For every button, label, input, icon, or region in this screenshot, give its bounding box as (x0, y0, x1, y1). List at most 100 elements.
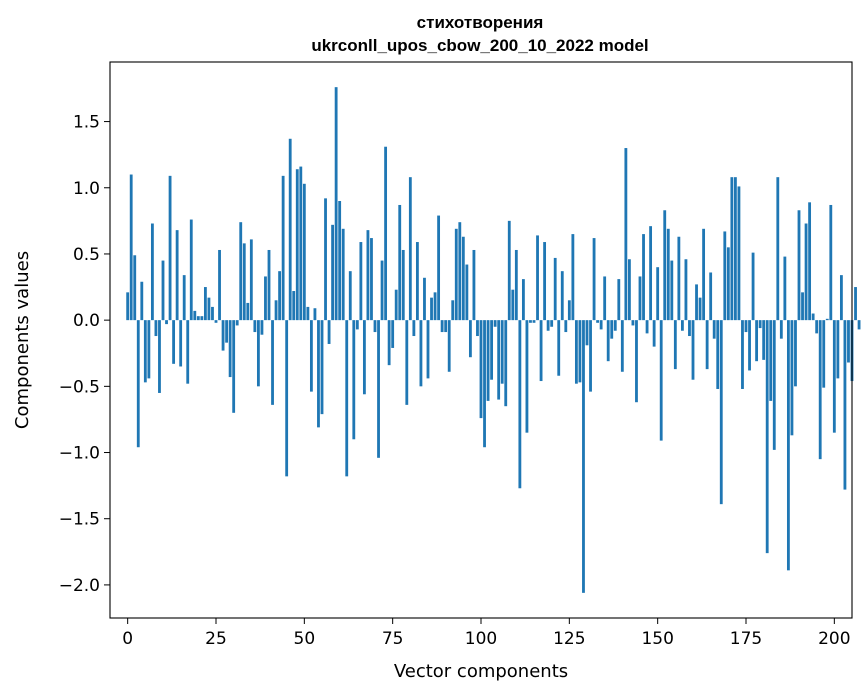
bar (723, 231, 727, 321)
bar (815, 320, 819, 334)
bar (479, 320, 483, 419)
bar (829, 204, 833, 321)
bar (239, 222, 243, 321)
bar (419, 320, 423, 387)
bar (211, 306, 214, 321)
bar (836, 320, 840, 379)
x-tick-label: 25 (205, 629, 227, 649)
bar (543, 242, 547, 321)
x-tick-label: 75 (382, 629, 404, 649)
y-axis-ticks: −2.0 −1.5 −1.0 −0.5 0.0 0.5 1.0 1.5 (59, 113, 110, 596)
bar (822, 320, 826, 388)
bar (638, 276, 642, 321)
bar (652, 320, 656, 347)
y-tick-label: −0.5 (59, 377, 100, 397)
bar (624, 148, 628, 321)
bar (426, 320, 430, 379)
bar (733, 177, 737, 321)
bar (182, 275, 186, 321)
bar (490, 320, 494, 380)
bar (246, 302, 250, 321)
bar (486, 320, 490, 401)
bar (673, 320, 677, 370)
bar (546, 320, 550, 331)
bar (645, 320, 649, 334)
bar (578, 320, 582, 383)
bar (281, 175, 285, 321)
bar (656, 267, 660, 321)
bar (150, 223, 154, 321)
chart-subtitle: ukrconll_upos_cbow_200_10_2022 model (311, 36, 648, 55)
bar (532, 320, 536, 323)
bar (341, 228, 345, 321)
bar (302, 183, 306, 321)
bar (716, 320, 720, 389)
bar (504, 320, 508, 407)
bar (564, 320, 568, 333)
bar (606, 320, 610, 362)
bar (755, 320, 759, 362)
bar (786, 320, 790, 571)
bar (514, 249, 518, 321)
bar (129, 174, 133, 321)
bar (172, 320, 176, 364)
x-tick-label: 125 (553, 629, 585, 649)
bar (366, 230, 370, 321)
bar (292, 291, 296, 321)
bar (726, 247, 730, 321)
bar (203, 287, 207, 321)
bar (338, 201, 342, 321)
bar (769, 320, 773, 401)
bar (437, 215, 441, 321)
bar (200, 316, 204, 321)
bar (627, 259, 631, 321)
bar (143, 320, 147, 383)
bar (228, 320, 232, 378)
bar (518, 320, 522, 489)
bar (666, 228, 670, 321)
bar (574, 320, 578, 384)
bar (232, 320, 236, 413)
bar (175, 230, 179, 321)
bar (599, 320, 603, 330)
bar (242, 243, 246, 321)
bar (278, 271, 282, 321)
y-tick-label: 0.0 (73, 311, 100, 331)
bar (751, 252, 755, 321)
bar (444, 320, 448, 333)
bar (355, 320, 359, 330)
bar (331, 224, 335, 321)
bar (451, 300, 455, 321)
bar (235, 320, 239, 326)
bar (345, 320, 349, 477)
bar (684, 259, 688, 321)
bar (440, 320, 444, 333)
bar (659, 320, 663, 441)
bar (447, 320, 451, 372)
bar (285, 320, 289, 477)
bar (133, 255, 137, 321)
bar (776, 177, 780, 321)
x-tick-label: 50 (294, 629, 316, 649)
bar (670, 260, 674, 321)
x-axis-ticks: 0 25 50 75 100 125 150 175 200 (122, 618, 851, 649)
bar (857, 320, 861, 330)
bar (412, 320, 416, 337)
bar (642, 234, 645, 321)
bar (832, 320, 836, 433)
bar (688, 320, 691, 337)
bar (529, 320, 532, 323)
bar (313, 308, 317, 321)
bar (737, 186, 741, 321)
bar (179, 320, 183, 367)
bar (511, 289, 515, 321)
bar (468, 320, 472, 358)
bar (391, 320, 395, 348)
bar (186, 320, 190, 384)
bar (317, 320, 320, 428)
y-tick-label: 0.5 (73, 245, 100, 265)
bar (168, 175, 172, 321)
bar (680, 320, 684, 331)
bar (398, 204, 402, 321)
bar (702, 228, 706, 321)
